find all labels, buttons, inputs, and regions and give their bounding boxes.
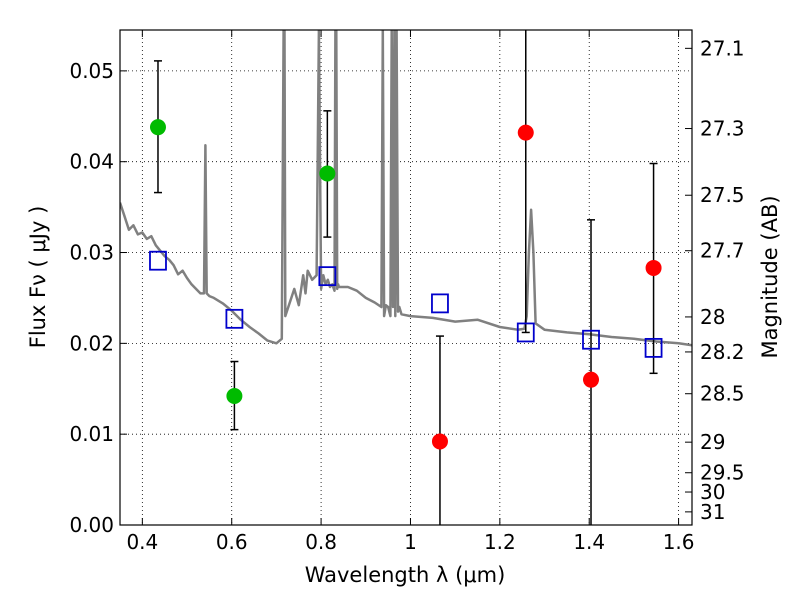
model-photometry-square xyxy=(516,322,535,343)
y-axis-title: Flux Fν ( μJy ) xyxy=(26,206,50,349)
y-tick-label: 0.03 xyxy=(69,241,114,265)
red-data-point xyxy=(645,259,662,276)
model-spectrum-line xyxy=(120,30,692,347)
y-tick-label: 0.01 xyxy=(69,422,114,446)
y2-tick-label: 27.1 xyxy=(700,36,745,60)
plot-frame xyxy=(119,29,693,526)
y2-tick-label: 28 xyxy=(700,305,725,329)
observed-photometry-points xyxy=(149,119,662,450)
model-photometry-square xyxy=(225,308,244,329)
y-axis-ticks: 0.00 0.01 0.02 0.03 0.04 0.05 xyxy=(69,59,127,537)
model-photometry-square xyxy=(431,293,449,314)
y2-tick-label: 29.5 xyxy=(700,461,745,485)
y2-axis-title: Magnitude (AB) xyxy=(758,195,782,358)
y-tick-label: 0.04 xyxy=(69,150,114,174)
x-tick-label: 1.4 xyxy=(573,530,605,554)
x-tick-label: 0.8 xyxy=(305,530,337,554)
x-tick-label: 1.2 xyxy=(484,530,516,554)
x-tick-label: 1 xyxy=(404,530,417,554)
green-data-point xyxy=(319,165,336,182)
y2-tick-label: 30 xyxy=(700,480,725,504)
red-data-point xyxy=(517,124,534,141)
y-tick-label: 0.05 xyxy=(69,59,114,83)
model-photometry-square xyxy=(644,337,663,358)
red-data-point xyxy=(431,433,448,450)
y2-tick-label: 27.5 xyxy=(700,183,745,207)
model-photometry-squares xyxy=(149,250,663,358)
model-photometry-square xyxy=(149,250,167,271)
red-data-point xyxy=(583,371,600,388)
x-tick-label: 0.4 xyxy=(126,530,158,554)
error-bars xyxy=(153,30,658,525)
x-tick-label: 0.6 xyxy=(216,530,248,554)
x-tick-label: 1.6 xyxy=(663,530,695,554)
model-photometry-square xyxy=(318,266,337,287)
y-tick-label: 0.00 xyxy=(69,513,114,537)
y2-tick-label: 28.5 xyxy=(700,382,745,406)
y-tick-label: 0.02 xyxy=(69,331,114,355)
x-axis-ticks: 0.4 0.6 0.8 1 1.2 1.4 1.6 xyxy=(126,30,695,554)
y2-tick-label: 28.2 xyxy=(700,340,745,364)
model-photometry-square xyxy=(582,329,600,350)
y2-tick-label: 27.3 xyxy=(700,117,745,141)
y2-tick-label: 27.7 xyxy=(700,239,745,263)
y2-tick-label: 31 xyxy=(700,500,725,524)
model-spectrum xyxy=(120,30,692,347)
green-data-point xyxy=(226,388,243,405)
x-axis-title: Wavelength λ (μm) xyxy=(305,563,506,587)
y2-tick-label: 29 xyxy=(700,430,725,454)
green-data-point xyxy=(149,119,166,136)
